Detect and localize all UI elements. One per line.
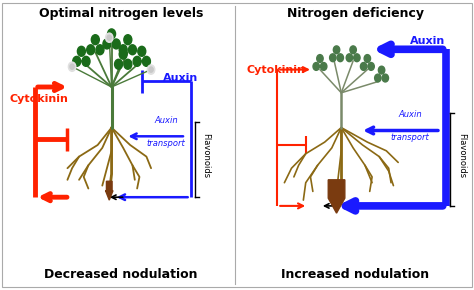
Circle shape [138,46,146,56]
Circle shape [119,45,127,55]
Polygon shape [106,181,113,200]
Text: Cytokinin: Cytokinin [9,94,68,104]
Text: Auxin: Auxin [398,110,422,119]
Circle shape [103,39,111,49]
Text: Increased nodulation: Increased nodulation [282,268,429,281]
Circle shape [360,63,367,70]
Circle shape [382,74,389,82]
Circle shape [329,54,336,62]
Circle shape [68,62,76,71]
Text: Nitrogen deficiency: Nitrogen deficiency [287,7,424,20]
Text: Optimal nitrogen levels: Optimal nitrogen levels [39,7,203,20]
Circle shape [107,35,111,40]
Circle shape [115,59,123,69]
Text: Auxin: Auxin [155,116,178,125]
Circle shape [124,35,132,45]
Circle shape [133,56,141,66]
Circle shape [128,45,137,55]
Text: Auxin: Auxin [410,36,445,46]
Circle shape [346,54,353,62]
Circle shape [317,55,323,62]
Circle shape [350,46,356,54]
Circle shape [96,45,104,55]
Circle shape [364,55,371,62]
Circle shape [106,33,113,42]
Circle shape [124,59,132,69]
Circle shape [73,56,81,66]
Polygon shape [328,180,345,213]
Text: Decreased nodulation: Decreased nodulation [44,268,198,281]
Circle shape [313,63,319,70]
Circle shape [149,67,153,72]
Circle shape [368,63,374,70]
Circle shape [374,74,381,82]
Circle shape [82,56,90,66]
Circle shape [354,54,360,62]
Circle shape [337,54,344,62]
Text: Cytokinin: Cytokinin [246,65,305,75]
Circle shape [77,46,85,56]
Circle shape [119,49,127,59]
Text: Flavonoids: Flavonoids [457,133,466,178]
Circle shape [378,66,385,74]
Circle shape [142,56,150,66]
Text: transport: transport [391,133,429,142]
Circle shape [147,65,155,74]
Text: transport: transport [147,139,185,148]
Circle shape [333,46,340,54]
Circle shape [108,29,116,39]
Circle shape [112,39,120,49]
Circle shape [70,64,74,69]
Circle shape [87,45,95,55]
Circle shape [91,35,100,45]
Text: Auxin: Auxin [163,73,198,83]
Circle shape [320,63,327,70]
Text: Flavonoids: Flavonoids [201,133,210,178]
